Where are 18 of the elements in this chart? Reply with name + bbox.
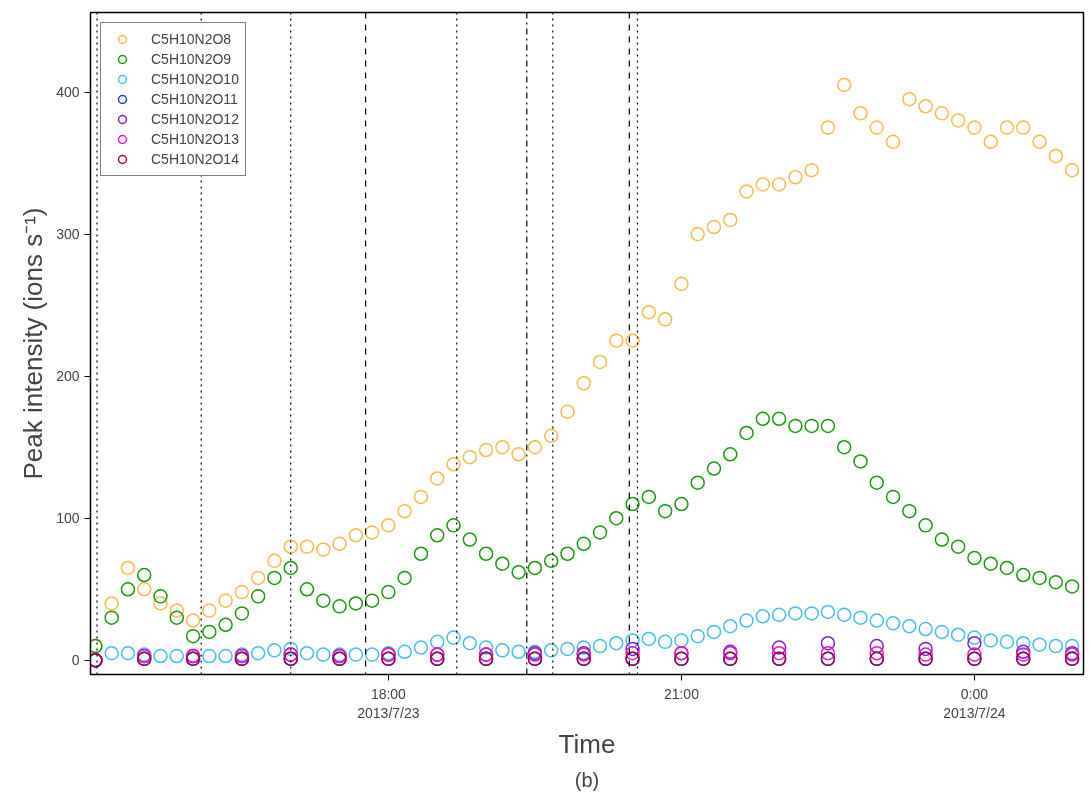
legend-label: C5H10N2O9 (151, 51, 232, 67)
y-axis-title: Peak intensity (ions s⁻¹) (18, 207, 49, 480)
legend-label: C5H10N2O10 (151, 71, 239, 87)
x-axis-title: Time (558, 728, 616, 759)
y-tick-label: 200 (56, 368, 80, 385)
legend-label: C5H10N2O11 (151, 91, 238, 107)
legend-label: C5H10N2O13 (151, 131, 239, 147)
y-tick-label: 0 (71, 652, 80, 669)
x-tick-label: 18:00 2013/7/23 (357, 685, 420, 721)
legend-label: C5H10N2O14 (151, 151, 239, 167)
x-tick-label: 21:00 (663, 685, 700, 702)
legend-label: C5H10N2O12 (151, 111, 239, 127)
y-tick-label: 300 (56, 226, 80, 243)
text: (b) (574, 768, 600, 791)
legend-label: C5H10N2O8 (151, 31, 232, 47)
y-tick-label: 400 (56, 84, 80, 101)
y-tick-label: 100 (56, 510, 80, 527)
x-tick-label: 0:00 2013/7/24 (943, 685, 1006, 721)
